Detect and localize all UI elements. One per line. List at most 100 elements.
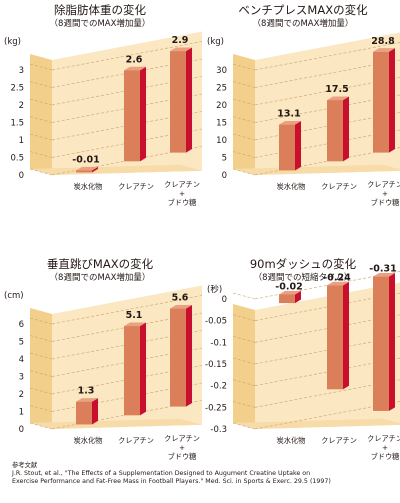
bar-value-label: 1.3 [78, 386, 95, 397]
y-tick-label: -0.3 [210, 425, 227, 435]
side-gridline [29, 151, 53, 158]
bar-top [170, 47, 192, 52]
panel-floor [233, 164, 400, 175]
bar-value-label: -0.01 [72, 154, 99, 165]
y-tick-label: -0.1 [210, 338, 227, 348]
x-category-label: クレアチン [164, 180, 200, 189]
bar-side [186, 47, 192, 153]
bar [124, 70, 140, 162]
side-gridline [29, 352, 53, 360]
chart-title: 垂直跳びMAXの変化 [47, 257, 154, 271]
bar-side [140, 322, 146, 416]
side-gridline [29, 116, 53, 123]
bar-top [76, 398, 98, 402]
bar-side [389, 48, 395, 153]
side-gridline [29, 370, 53, 377]
side-gridline [29, 387, 53, 395]
x-category-label: + [382, 443, 388, 452]
bar-top [373, 48, 395, 52]
side-gridline [29, 81, 53, 88]
y-tick-label: -0.05 [205, 317, 227, 327]
bar-value-label: -0.24 [323, 272, 351, 283]
y-tick-label: 0 [222, 295, 227, 305]
bar-top [170, 304, 192, 309]
side-gridline [29, 133, 53, 141]
bar-value-label: 17.5 [325, 84, 348, 95]
y-tick-label: 5 [222, 154, 227, 164]
y-tick-label: 3 [19, 66, 24, 76]
y-tick-label: 0 [222, 171, 227, 181]
x-category-label: + [179, 189, 185, 198]
y-tick-label: 2 [19, 101, 24, 111]
bar-top [76, 166, 98, 171]
chart-title: 除脂肪体重の変化 [54, 3, 146, 17]
x-category-label: クレアチン [321, 436, 357, 445]
bar-side [92, 398, 98, 425]
reference-line-2: Exercise Performance and Fat-Free Mass i… [12, 477, 331, 485]
chart-panel-3: 垂直跳びMAXの変化（8週間でのMAX増加量） (cm) 0 1 2 3 4 5 6 1.3 炭水化… [4, 257, 203, 461]
bar [170, 308, 186, 407]
side-gridline [29, 335, 53, 342]
x-category-label: クレアチン [367, 180, 400, 189]
side-gridline [29, 422, 53, 430]
chart-subtitle: （8週間での短縮タイム） [254, 272, 353, 283]
side-gridline [29, 98, 53, 106]
chart-panel-1: 除脂肪体重の変化（8週間でのMAX増加量） (kg) 0 0.5 1 1.5 2 2.5 3 -0… [4, 3, 203, 207]
x-category-label: クレアチン [118, 436, 154, 445]
panel-floor [233, 418, 400, 429]
bar-value-label: 2.9 [172, 35, 189, 46]
y-tick-label: 1.5 [10, 119, 24, 129]
bar-value-label: 5.6 [172, 293, 189, 304]
bar-side [92, 166, 98, 173]
side-gridline [232, 133, 256, 141]
reference-block: 参考文献 J.R. Stout, et al., "The Effects of… [12, 462, 396, 486]
bar-side [389, 272, 395, 411]
reference-line-1: J.R. Stout, et al., "The Effects of a Su… [12, 469, 311, 477]
y-tick-label: 6 [19, 320, 24, 330]
gridline [51, 41, 203, 71]
bar-value-label: -0.31 [369, 264, 396, 275]
bar-value-label: -0.02 [275, 281, 302, 292]
x-category-label: ブドウ糖 [168, 452, 197, 461]
bar-value-label: 2.6 [126, 54, 143, 65]
bar-side [343, 281, 349, 390]
chart-title: ベンチプレスMAXの変化 [238, 3, 368, 17]
bar-value-label: 28.8 [371, 36, 395, 47]
panel-side-wall [30, 308, 52, 429]
bar-side [295, 290, 301, 304]
side-gridline [29, 317, 53, 325]
bar-value-label: 13.1 [277, 109, 300, 120]
x-category-label: ブドウ糖 [168, 198, 197, 207]
bar [124, 326, 140, 416]
y-tick-label: 3 [19, 373, 24, 383]
y-tick-label: -0.15 [205, 360, 227, 370]
side-gridline [232, 379, 256, 386]
y-tick-label: 0 [19, 425, 24, 435]
bar [373, 276, 389, 411]
panel-floor [30, 164, 202, 175]
panel-side-wall [233, 304, 255, 429]
y-tick-label: 30 [216, 66, 227, 76]
x-category-label: クレアチン [367, 434, 400, 443]
bar-top [124, 66, 146, 71]
side-gridline [232, 151, 256, 158]
bar-side [295, 120, 301, 171]
bar [327, 100, 343, 162]
panel-side-wall [30, 54, 52, 175]
x-category-label: クレアチン [164, 434, 200, 443]
bar [373, 51, 389, 153]
gridline [254, 42, 400, 71]
y-tick-label: -0.25 [205, 403, 227, 413]
y-tick-label: 4 [19, 355, 24, 365]
side-gridline [232, 357, 256, 365]
side-gridline [232, 401, 256, 408]
bar-side [186, 304, 192, 407]
axis-unit-label: (kg) [207, 37, 224, 47]
x-category-label: + [179, 443, 185, 452]
bar [170, 51, 186, 153]
y-tick-label: 0.5 [10, 154, 24, 164]
bar-top [327, 96, 349, 101]
y-tick-label: -0.2 [210, 382, 227, 392]
bar [279, 294, 295, 304]
